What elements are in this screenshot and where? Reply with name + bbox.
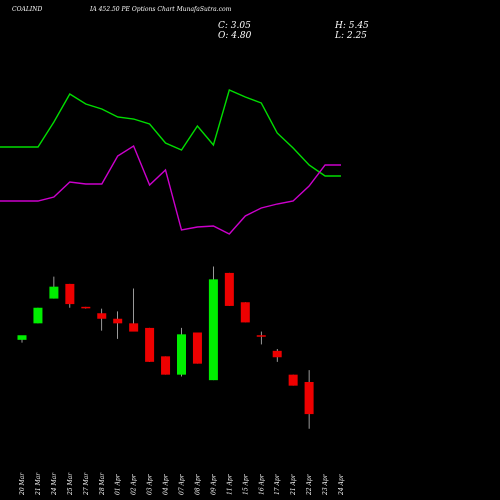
x-tick-label: 07 Apr — [179, 473, 186, 495]
candle-body — [177, 334, 186, 375]
x-tick-label: 08 Apr — [194, 473, 201, 495]
candle-body — [192, 332, 202, 364]
x-tick-label: 27 Mar — [83, 472, 90, 496]
candle-body — [161, 356, 171, 375]
x-tick-label: 01 Apr — [115, 473, 122, 495]
candle-body — [33, 307, 43, 324]
x-tick-label: 25 Mar — [67, 472, 74, 496]
x-tick-label: 02 Apr — [131, 473, 138, 495]
candle-body — [129, 323, 139, 332]
low-label: L: 2.25 — [334, 31, 367, 41]
x-tick-label: 11 Apr — [226, 473, 233, 495]
candle-body — [288, 374, 298, 386]
high-label: H: 5.45 — [334, 21, 369, 31]
x-tick-label: 21 Apr — [290, 473, 297, 496]
x-tick-label: 22 Apr — [306, 473, 313, 496]
x-tick-label: 24 Apr — [338, 473, 345, 496]
chart-subtitle: IA 452.50 PE Options Chart MunafaSutra.c… — [89, 6, 232, 13]
x-tick-label: 16 Apr — [258, 473, 265, 495]
candle-body — [145, 327, 155, 362]
candle-body — [272, 350, 282, 358]
candle-body — [113, 318, 123, 324]
x-tick-label: 23 Apr — [322, 473, 329, 496]
x-tick-label: 20 Mar — [19, 472, 26, 496]
green-indicator-line — [0, 89, 341, 177]
candle-body — [256, 335, 266, 337]
x-tick-label: 21 Mar — [35, 472, 42, 496]
open-label: O: 4.80 — [218, 31, 252, 41]
candles — [17, 266, 314, 429]
magenta-indicator-line — [0, 144, 341, 235]
x-tick-label: 24 Mar — [51, 472, 58, 496]
candle-body — [208, 279, 218, 381]
candle-body — [304, 382, 314, 415]
candle-body — [224, 272, 234, 306]
x-tick-label: 03 Apr — [147, 473, 154, 495]
candle-body — [65, 283, 75, 305]
x-tick-label: 17 Apr — [274, 473, 281, 495]
candle-body — [81, 306, 91, 309]
candle-body — [97, 313, 107, 319]
x-tick-label: 15 Apr — [242, 473, 249, 495]
x-tick-label: 04 Apr — [163, 473, 170, 495]
candle-body — [49, 286, 59, 299]
candle-body — [17, 335, 27, 340]
x-tick-label: 09 Apr — [210, 473, 217, 495]
candle-body — [240, 302, 250, 323]
chart-symbol: COALIND — [12, 6, 42, 13]
x-tick-label: 28 Mar — [99, 472, 106, 496]
indicator-lines — [0, 89, 341, 235]
x-axis-ticks: 20 Mar 21 Mar 24 Mar 25 Mar 27 Mar 28 Mar 01 A… — [19, 472, 345, 496]
close-label: C: 3.05 — [218, 21, 251, 31]
